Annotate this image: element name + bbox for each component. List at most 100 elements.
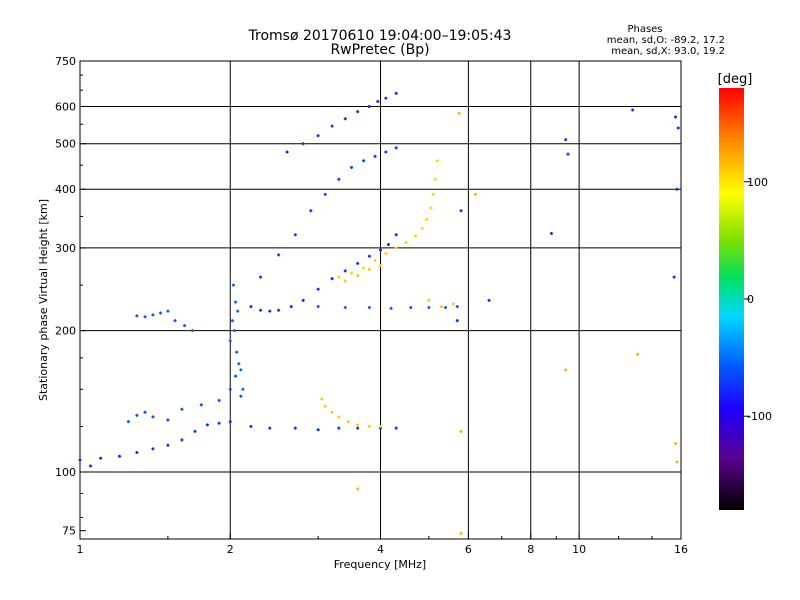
- colorbar-ticks: 100 0 -100: [744, 176, 772, 423]
- y-tick-label: 400: [55, 183, 76, 196]
- data-point: [277, 253, 281, 257]
- data-point: [233, 329, 237, 333]
- data-point: [234, 300, 238, 304]
- data-point: [356, 423, 360, 427]
- data-point: [285, 150, 289, 154]
- data-point: [384, 150, 388, 154]
- y-tick-label: 750: [55, 55, 76, 68]
- data-point: [350, 165, 354, 169]
- data-point: [636, 352, 640, 356]
- data-point: [356, 261, 360, 265]
- data-point: [301, 142, 305, 146]
- data-point: [384, 251, 388, 255]
- data-point: [293, 233, 297, 237]
- data-point: [241, 387, 245, 391]
- data-point: [190, 329, 194, 333]
- data-point: [459, 531, 463, 535]
- data-point: [143, 410, 147, 414]
- data-point: [356, 426, 360, 430]
- data-point: [89, 464, 93, 468]
- data-point: [268, 309, 272, 313]
- data-point: [268, 426, 272, 430]
- data-point: [118, 454, 122, 458]
- data-point: [135, 451, 139, 455]
- data-point: [394, 246, 398, 250]
- data-point: [373, 259, 377, 263]
- data-point: [289, 305, 293, 309]
- y-tick-label: 75: [62, 525, 76, 538]
- colorbar: [719, 88, 744, 510]
- data-point: [367, 267, 371, 271]
- data-point: [205, 423, 209, 427]
- data-point: [330, 277, 334, 281]
- data-point: [674, 441, 678, 445]
- data-point: [293, 426, 297, 430]
- data-point: [235, 350, 239, 354]
- data-point: [320, 397, 324, 401]
- data-point: [459, 429, 463, 433]
- data-point: [444, 305, 448, 309]
- data-point: [234, 374, 238, 378]
- data-point: [99, 456, 103, 460]
- data-point: [362, 159, 366, 163]
- data-point: [337, 177, 341, 181]
- stats-o: mean, sd,O: -89.2, 17.2: [607, 35, 725, 46]
- data-point: [631, 108, 635, 112]
- y-axis-label: Stationary phase Virtual Height [km]: [37, 199, 50, 401]
- data-point: [431, 192, 435, 196]
- data-point: [356, 274, 360, 278]
- data-point: [277, 308, 281, 312]
- data-point: [159, 311, 163, 315]
- data-point: [259, 275, 263, 279]
- data-point: [367, 424, 371, 428]
- data-point: [379, 264, 382, 268]
- data-point: [473, 192, 477, 196]
- data-point: [151, 313, 155, 317]
- data-point: [427, 305, 431, 309]
- data-point: [384, 96, 388, 100]
- data-point: [217, 398, 221, 402]
- data-point: [323, 192, 327, 196]
- data-point: [151, 447, 155, 451]
- data-point: [433, 177, 437, 181]
- stats-x: mean, sd,X: 93.0, 19.2: [611, 46, 725, 57]
- data-point: [451, 302, 455, 306]
- data-point: [675, 460, 679, 464]
- data-point: [459, 209, 463, 213]
- x-tick-label: 4: [377, 543, 384, 556]
- data-point: [350, 271, 354, 275]
- colorbar-tick-label: 0: [747, 293, 754, 306]
- data-point: [376, 99, 380, 103]
- data-point: [566, 152, 570, 156]
- data-point: [394, 91, 398, 95]
- data-point: [346, 420, 350, 424]
- chart-title: Tromsø 20170610 19:04:00–19:05:43: [248, 28, 512, 44]
- data-point: [166, 443, 170, 447]
- phases-label: Phases: [627, 24, 662, 35]
- colorbar-tick-label: -100: [747, 410, 772, 423]
- plot-grid: [79, 61, 682, 539]
- data-point: [316, 305, 320, 309]
- y-tick-label: 300: [55, 242, 76, 255]
- data-point: [343, 117, 347, 121]
- y-tick-label: 600: [55, 101, 76, 114]
- data-point: [379, 424, 382, 428]
- data-point: [173, 319, 177, 323]
- data-point: [78, 458, 82, 462]
- data-point: [676, 126, 680, 130]
- data-point: [316, 428, 320, 432]
- data-point: [228, 420, 232, 424]
- data-point: [386, 243, 390, 247]
- data-point: [180, 407, 184, 411]
- data-point: [239, 394, 243, 398]
- data-point: [316, 287, 320, 291]
- y-tick-label: 500: [55, 138, 76, 151]
- data-point: [330, 124, 334, 128]
- data-point: [337, 415, 341, 419]
- x-tick-label: 2: [227, 543, 234, 556]
- y-tick-label: 100: [55, 466, 76, 479]
- y-tick-label: 200: [55, 325, 76, 338]
- data-point: [343, 279, 347, 283]
- data-point: [394, 146, 398, 150]
